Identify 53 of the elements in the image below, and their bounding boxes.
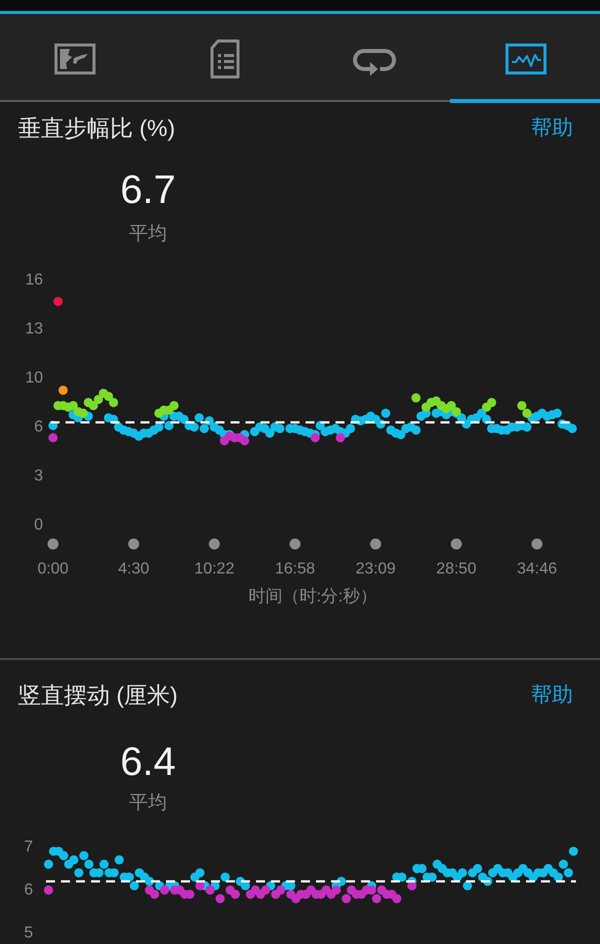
point: [487, 398, 496, 408]
point: [44, 885, 54, 895]
point: [276, 885, 286, 895]
text: 帮助: [531, 684, 573, 706]
y-tick-label: 6: [24, 882, 34, 898]
point: [150, 890, 160, 899]
y-tick-label: 13: [25, 320, 44, 338]
point: [88, 400, 98, 410]
point: [522, 408, 532, 418]
point: [310, 433, 320, 442]
point: [411, 393, 421, 403]
point: [108, 398, 118, 408]
y-tick-label: 16: [25, 272, 44, 288]
point: [517, 400, 526, 410]
chart-subtitle: 6.7: [120, 168, 176, 212]
point: [392, 894, 402, 904]
x-axis-title: 时间（时:分:秒）: [248, 586, 377, 606]
x-tick-label: 0:00: [37, 560, 69, 578]
point: [446, 400, 456, 410]
y-tick-label: 6: [34, 418, 44, 436]
point: [48, 433, 58, 442]
text: 帮助: [531, 116, 573, 140]
x-tick-label: 10:22: [194, 560, 234, 578]
y-tick-label: 0: [34, 516, 44, 534]
point: [94, 394, 103, 404]
point: [216, 894, 225, 904]
point: [68, 400, 78, 410]
chart-title: 垂直步幅比 (%): [18, 115, 176, 141]
text: 平均: [129, 792, 167, 814]
text: 平均: [129, 224, 167, 244]
x-tick-label: 23:09: [356, 560, 396, 578]
point: [205, 885, 215, 895]
point: [169, 400, 179, 410]
point: [78, 408, 88, 418]
x-tick-label: 16:58: [274, 560, 316, 578]
point: [342, 894, 351, 904]
point: [230, 890, 240, 899]
point: [336, 433, 345, 442]
point: [104, 392, 114, 401]
x-tick-label: 4:30: [118, 560, 150, 578]
x-tick-label: 28:50: [436, 560, 476, 578]
point: [240, 436, 250, 446]
point: [260, 885, 270, 895]
chart-title: 竖直摆动 (厘米): [18, 682, 178, 708]
point: [372, 894, 382, 904]
y-tick-label: 5: [24, 924, 34, 942]
y-tick-label: 3: [34, 468, 44, 484]
point: [332, 885, 341, 895]
chart-subtitle: 6.4: [120, 740, 176, 784]
point: [160, 885, 170, 895]
x-tick-label: 34:46: [516, 560, 558, 578]
y-tick-label: 7: [24, 838, 34, 856]
y-tick-label: 10: [25, 370, 44, 386]
